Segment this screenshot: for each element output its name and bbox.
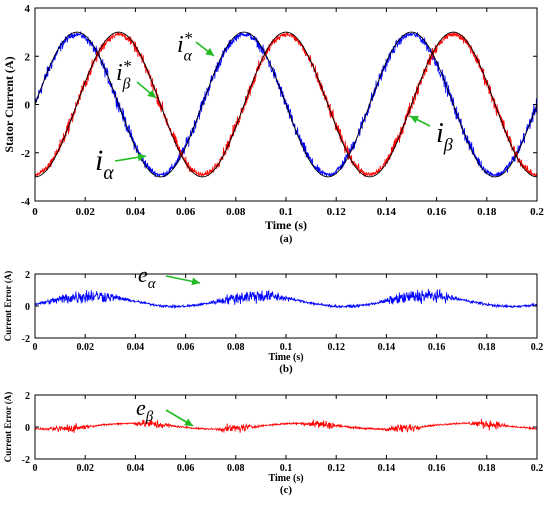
x-tick-label: 0.02 — [76, 206, 96, 218]
x-tick-label: 0.12 — [327, 342, 345, 353]
x-tick-label: 0.18 — [478, 342, 496, 353]
x-tick-label: 0.2 — [530, 206, 544, 218]
x-tick-label: 0.06 — [177, 463, 195, 474]
x-tick-labels: 0 0.02 0.04 0.06 0.08 0.1 0.12 0.14 0.16 0.18 0.2 — [32, 206, 544, 218]
annotation-arrowhead — [205, 47, 214, 56]
y-tick-label: -2 — [22, 455, 30, 466]
x-tick-label: 0.14 — [377, 206, 397, 218]
annotation-arrowhead — [137, 153, 146, 162]
series-group — [34, 288, 538, 309]
axes-frame — [34, 394, 538, 460]
x-tick-label: 0.18 — [477, 206, 497, 218]
annotation-label: eβ — [136, 395, 154, 425]
x-tick-label: 0.16 — [428, 342, 446, 353]
annotation-label: eα — [138, 262, 157, 292]
annotation-label: iβ — [436, 118, 454, 154]
x-tick-label: 0.14 — [378, 463, 396, 474]
x-tick-label: 0.08 — [226, 206, 246, 218]
x-axis-label: Time (s) — [268, 473, 303, 484]
x-tick-labels: 0 0.02 0.04 0.06 0.08 0.1 0.12 0.14 0.16 0.18 0.2 — [33, 463, 544, 474]
x-tick-label: 0.1 — [280, 463, 293, 474]
series-line-i-alpha — [34, 31, 538, 178]
y-tick-label: 2 — [25, 270, 30, 281]
x-axis-label: Time (s) — [268, 352, 303, 363]
panel-a-stator-current: 0 0.02 0.04 0.06 0.08 0.1 0.12 0.14 0.16 0.18 0.2 … — [2, 3, 544, 245]
y-tick-label: -2 — [21, 148, 31, 160]
panel-label: (b) — [279, 363, 293, 375]
annotation-label: i* β — [116, 57, 132, 93]
x-tick-label: 0.18 — [478, 463, 496, 474]
y-tick-labels: 4 2 0 -2 -4 — [21, 3, 31, 208]
series-line-i-beta-ref — [34, 31, 538, 178]
y-axis-label: Current Error (A) — [3, 271, 13, 341]
annotation-label: i* α — [177, 29, 193, 65]
y-tick-labels: 2 0 -2 — [22, 270, 30, 345]
x-tick-label: 0.04 — [127, 463, 145, 474]
tick-marks — [34, 394, 538, 460]
annotations: i* α i* β iα iβ — [95, 29, 454, 184]
y-tick-label: 4 — [25, 3, 31, 15]
x-tick-label: 0.02 — [76, 463, 94, 474]
y-axis-label: Current Error (A) — [3, 392, 13, 462]
annotations: eα — [138, 262, 201, 292]
x-tick-label: 0.2 — [531, 342, 544, 353]
x-tick-label: 0.1 — [280, 342, 293, 353]
y-tick-label: -4 — [21, 196, 31, 208]
y-tick-label: 0 — [25, 423, 30, 434]
x-tick-label: 0.12 — [327, 206, 347, 218]
annotation-arrowhead — [410, 116, 419, 124]
x-tick-label: 0.12 — [327, 463, 345, 474]
y-tick-label: 0 — [25, 100, 31, 112]
panel-label: (a) — [280, 233, 293, 245]
annotation-arrowhead — [147, 89, 156, 98]
x-tick-label: 0.06 — [176, 206, 196, 218]
y-tick-label: 0 — [25, 302, 30, 313]
tick-marks — [34, 7, 538, 202]
annotation-arrowhead — [191, 277, 200, 286]
y-tick-label: 2 — [25, 391, 30, 402]
annotations: eβ — [136, 395, 194, 427]
x-tick-label: 0 — [32, 206, 38, 218]
y-axis-label: Stator Current (A) — [2, 56, 16, 152]
x-tick-label: 0.02 — [76, 342, 94, 353]
annotation-arrowhead — [184, 418, 193, 426]
annotation-label: iα — [95, 144, 114, 184]
x-axis-label: Time (s) — [265, 218, 307, 232]
panel-label: (c) — [280, 484, 293, 496]
x-tick-label: 0.16 — [427, 206, 447, 218]
x-tick-label: 0.16 — [428, 463, 446, 474]
y-tick-labels: 2 0 -2 — [22, 391, 30, 466]
panel-c-beta-error: 0 0.02 0.04 0.06 0.08 0.1 0.12 0.14 0.16 0.18 0.2 … — [3, 391, 543, 496]
x-tick-label: 0.08 — [227, 463, 245, 474]
series-line-i-alpha-ref — [34, 31, 538, 178]
series-line-e-alpha — [34, 288, 538, 309]
x-tick-label: 0.2 — [531, 463, 544, 474]
axes-frame — [34, 273, 538, 339]
series-line-e-beta — [34, 419, 538, 434]
series-line-i-beta — [34, 31, 538, 178]
tick-marks — [34, 273, 538, 339]
x-tick-label: 0.14 — [378, 342, 396, 353]
x-tick-labels: 0 0.02 0.04 0.06 0.08 0.1 0.12 0.14 0.16 0.18 0.2 — [33, 342, 544, 353]
y-tick-label: 2 — [25, 51, 31, 63]
x-tick-label: 0 — [33, 342, 38, 353]
series-group — [34, 31, 538, 178]
x-tick-label: 0 — [33, 463, 38, 474]
x-tick-label: 0.04 — [126, 206, 146, 218]
x-tick-label: 0.08 — [227, 342, 245, 353]
x-tick-label: 0.04 — [127, 342, 145, 353]
x-tick-label: 0.06 — [177, 342, 195, 353]
x-tick-label: 0.1 — [279, 206, 293, 218]
series-group — [34, 419, 538, 434]
panel-b-alpha-error: 0 0.02 0.04 0.06 0.08 0.1 0.12 0.14 0.16 0.18 0.2 … — [3, 262, 543, 375]
y-tick-label: -2 — [22, 334, 30, 345]
